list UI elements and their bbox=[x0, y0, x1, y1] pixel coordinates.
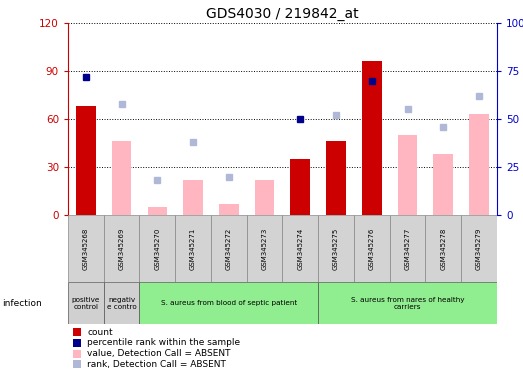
FancyBboxPatch shape bbox=[140, 282, 318, 324]
Text: GSM345269: GSM345269 bbox=[119, 227, 124, 270]
Bar bbox=[219, 204, 238, 215]
FancyBboxPatch shape bbox=[104, 282, 140, 324]
FancyBboxPatch shape bbox=[425, 215, 461, 282]
Title: GDS4030 / 219842_at: GDS4030 / 219842_at bbox=[206, 7, 359, 21]
Bar bbox=[112, 141, 131, 215]
Text: GSM345275: GSM345275 bbox=[333, 227, 339, 270]
Text: rank, Detection Call = ABSENT: rank, Detection Call = ABSENT bbox=[87, 360, 226, 369]
Bar bbox=[183, 180, 203, 215]
Bar bbox=[76, 106, 96, 215]
Bar bbox=[434, 154, 453, 215]
Bar bbox=[290, 159, 310, 215]
FancyBboxPatch shape bbox=[282, 215, 318, 282]
FancyBboxPatch shape bbox=[140, 215, 175, 282]
Text: S. aureus from blood of septic patient: S. aureus from blood of septic patient bbox=[161, 300, 297, 306]
FancyBboxPatch shape bbox=[461, 215, 497, 282]
Text: positive
control: positive control bbox=[72, 297, 100, 310]
Text: GSM345276: GSM345276 bbox=[369, 227, 375, 270]
Bar bbox=[326, 141, 346, 215]
FancyBboxPatch shape bbox=[211, 215, 247, 282]
Bar bbox=[147, 207, 167, 215]
Text: infection: infection bbox=[3, 299, 42, 308]
Text: percentile rank within the sample: percentile rank within the sample bbox=[87, 338, 241, 348]
FancyBboxPatch shape bbox=[318, 282, 497, 324]
FancyBboxPatch shape bbox=[390, 215, 425, 282]
Text: GSM345277: GSM345277 bbox=[404, 227, 411, 270]
FancyBboxPatch shape bbox=[68, 215, 104, 282]
Text: negativ
e contro: negativ e contro bbox=[107, 297, 137, 310]
Bar bbox=[255, 180, 275, 215]
FancyBboxPatch shape bbox=[247, 215, 282, 282]
Text: GSM345274: GSM345274 bbox=[297, 227, 303, 270]
Text: value, Detection Call = ABSENT: value, Detection Call = ABSENT bbox=[87, 349, 231, 358]
FancyBboxPatch shape bbox=[104, 215, 140, 282]
FancyBboxPatch shape bbox=[318, 215, 354, 282]
Bar bbox=[397, 135, 417, 215]
Text: GSM345272: GSM345272 bbox=[226, 227, 232, 270]
FancyBboxPatch shape bbox=[354, 215, 390, 282]
Bar bbox=[362, 61, 382, 215]
FancyBboxPatch shape bbox=[175, 215, 211, 282]
Text: GSM345271: GSM345271 bbox=[190, 227, 196, 270]
Text: GSM345273: GSM345273 bbox=[262, 227, 268, 270]
Text: GSM345270: GSM345270 bbox=[154, 227, 161, 270]
Text: count: count bbox=[87, 328, 113, 337]
Text: GSM345268: GSM345268 bbox=[83, 227, 89, 270]
Bar bbox=[469, 114, 489, 215]
Text: GSM345278: GSM345278 bbox=[440, 227, 446, 270]
Text: GSM345279: GSM345279 bbox=[476, 227, 482, 270]
Text: S. aureus from nares of healthy
carriers: S. aureus from nares of healthy carriers bbox=[351, 297, 464, 310]
FancyBboxPatch shape bbox=[68, 282, 104, 324]
